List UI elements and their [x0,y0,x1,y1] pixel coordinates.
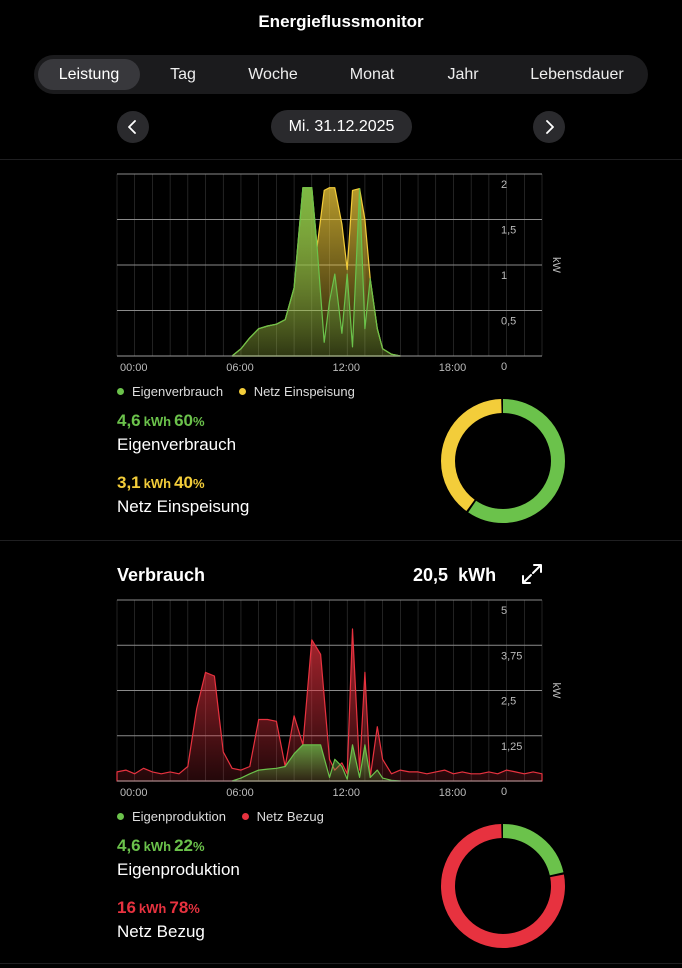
x-tick-label: 06:00 [226,362,254,374]
y-tick-label: 3,75 [501,650,522,662]
y-tick-label: 1 [501,270,507,282]
self-consumption-stat: 4,6 kWh 60% Eigenverbrauch [117,411,236,455]
donut-segment-netz-bezug [441,824,565,948]
expand-icon[interactable] [520,562,544,586]
y-tick-label: 0 [501,786,507,798]
legend-item: Netz Bezug [241,809,324,824]
stat-label: Eigenproduktion [117,860,240,879]
x-tick-label: 06:00 [226,787,254,799]
y-tick-label: 1,25 [501,741,522,753]
x-tick-label: 12:00 [333,787,361,799]
grid-consumption-stat: 16 kWh 78% Netz Bezug [117,898,205,942]
series-area-eigenverbrauch [231,187,401,357]
production-chart: 0 0,5 1 1,5 2 00:00 06:00 12:00 18:00 kW [116,173,562,374]
divider [0,540,682,541]
stat-unit: kWh [143,839,172,854]
x-tick-label: 00:00 [120,362,148,374]
y-tick-label: 0 [501,361,507,373]
total-value: 20,5 [413,565,449,585]
grid-feed-in-stat: 3,1 kWh 40% Netz Einspeisung [117,473,249,517]
divider [0,159,682,160]
section-title: Verbrauch [117,565,206,585]
legend-label: Netz Bezug [256,809,324,824]
donut-segment-netz-einspeisung [441,399,565,523]
x-tick-label: 18:00 [439,787,467,799]
legend-item: Eigenverbrauch [117,384,223,399]
stat-label: Netz Einspeisung [117,497,250,516]
stat-percent: 78 [169,898,189,917]
series-area-eigenproduktion [231,744,401,782]
consumption-legend: Eigenproduktion Netz Bezug [117,809,336,824]
production-legend: Eigenverbrauch Netz Einspeisung [117,384,367,399]
next-day-button[interactable] [533,111,565,143]
previous-day-button[interactable] [117,111,149,143]
stat-value: 16 [117,898,136,917]
total-unit: kWh [458,565,497,585]
stat-unit: kWh [138,901,167,916]
period-tabs: Leistung Tag Woche Monat Jahr Lebensdaue… [34,55,648,94]
y-tick-label: 0,5 [501,316,516,328]
legend-item: Netz Einspeisung [238,384,355,399]
chevron-right-icon [546,120,554,134]
x-tick-label: 00:00 [120,787,148,799]
x-tick-label: 18:00 [439,362,467,374]
stat-value: 4,6 [117,411,141,430]
tab-woche[interactable]: Woche [248,66,298,83]
stat-percent: 22 [174,836,194,855]
chevron-left-icon [128,120,136,134]
divider [0,963,682,964]
consumption-chart: 0 1,25 2,5 3,75 5 00:00 06:00 12:00 18:00 kW [116,599,562,799]
y-axis-label: kW [550,257,562,274]
y-tick-label: 2,5 [501,696,516,708]
y-axis-label: kW [550,683,562,700]
legend-label: Eigenproduktion [132,809,226,824]
tab-tag[interactable]: Tag [170,66,196,83]
y-tick-label: 5 [501,605,507,617]
donut-segment-eigenproduktion [441,824,565,948]
stat-percent: 40 [174,473,194,492]
consumption-donut-chart [441,824,565,948]
legend-label: Eigenverbrauch [132,384,224,399]
stat-label: Eigenverbrauch [117,435,237,454]
date-picker-button[interactable]: Mi. 31.12.2025 [271,110,412,143]
stat-label: Netz Bezug [117,922,205,941]
stat-unit: kWh [143,414,172,429]
stat-percent-sign: % [193,414,205,429]
x-tick-label: 12:00 [333,362,361,374]
stat-unit: kWh [143,476,172,491]
tab-jahr[interactable]: Jahr [447,66,479,83]
date-navigation: Mi. 31.12.2025 [0,110,682,144]
legend-dot [117,813,124,820]
stat-percent: 60 [174,411,194,430]
tab-monat[interactable]: Monat [349,66,395,83]
legend-label: Netz Einspeisung [253,384,355,399]
y-tick-label: 1,5 [501,225,516,237]
stat-percent-sign: % [193,839,205,854]
series-area-netz-bezug [116,628,543,782]
tab-leistung[interactable]: Leistung [38,59,140,90]
production-donut-chart [441,399,565,523]
page-title: Energieflussmonitor [258,12,424,31]
own-production-stat: 4,6 kWh 22% Eigenproduktion [117,836,240,880]
stat-value: 4,6 [117,836,141,855]
donut-segment-eigenverbrauch [441,399,565,523]
legend-dot [238,388,246,395]
stat-percent-sign: % [188,901,200,916]
tab-lebensdauer[interactable]: Lebensdauer [530,66,624,83]
legend-dot [117,388,124,395]
consumption-total: 20,5 kWh [413,565,496,586]
legend-dot [241,813,249,820]
legend-item: Eigenproduktion [117,809,226,824]
y-tick-label: 2 [501,179,507,191]
stat-value: 3,1 [117,473,141,492]
stat-percent-sign: % [193,476,205,491]
